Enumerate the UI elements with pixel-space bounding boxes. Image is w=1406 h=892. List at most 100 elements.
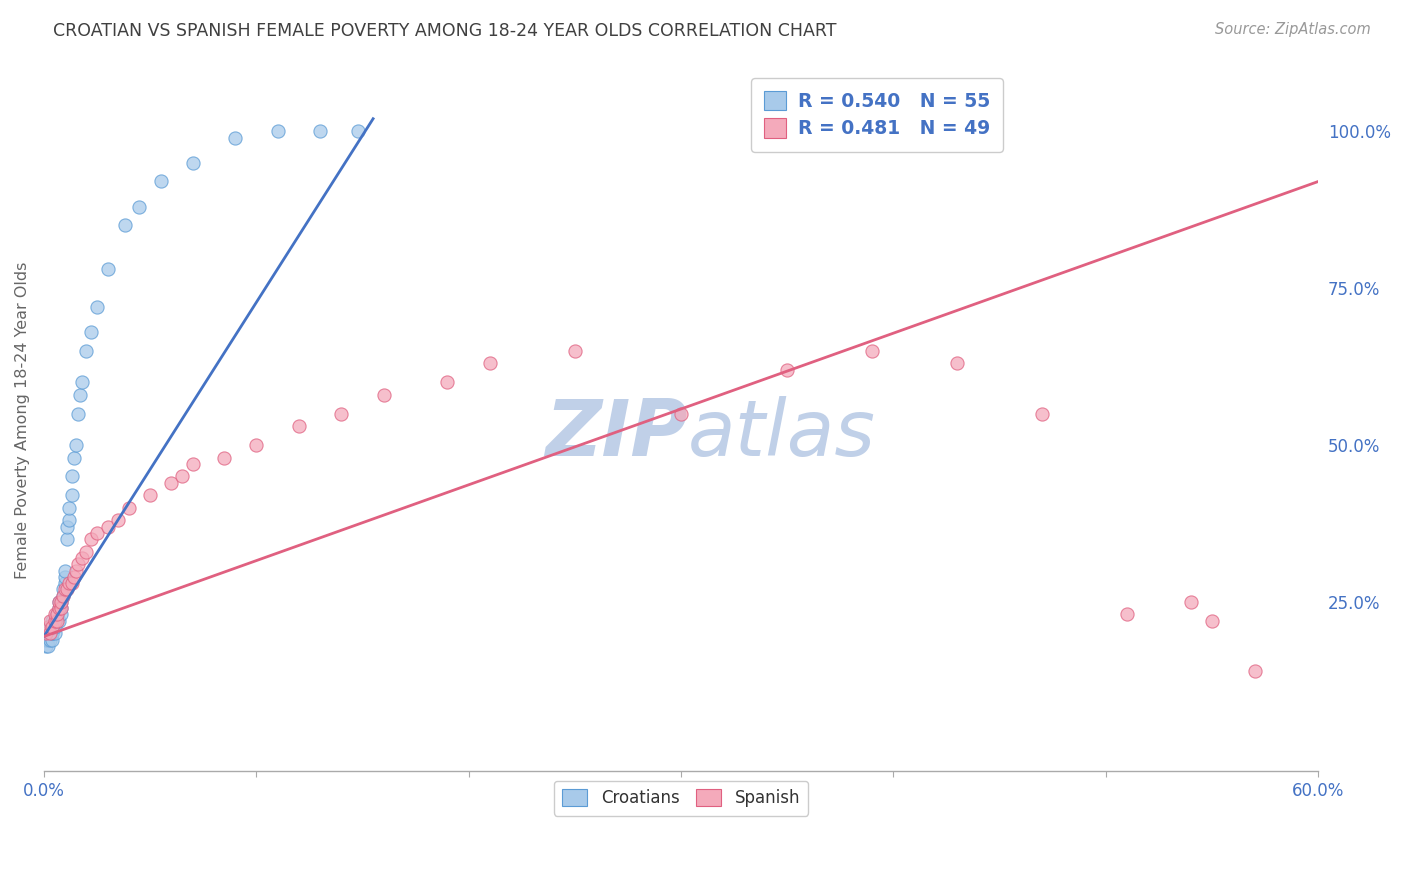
Point: [49, 595, 72, 609]
Point: [41, 614, 63, 628]
Point: [35, 626, 58, 640]
Point: [49, 601, 72, 615]
Point: [45, 614, 67, 628]
Point: [35, 632, 58, 647]
Point: [52, 589, 75, 603]
Point: [86, 525, 108, 540]
Point: [75, 545, 97, 559]
Point: [37, 620, 59, 634]
Point: [49, 595, 72, 609]
Point: [53, 576, 76, 591]
Point: [60, 488, 83, 502]
Point: [49, 607, 72, 622]
Point: [48, 601, 70, 615]
Point: [128, 200, 150, 214]
Point: [66, 407, 89, 421]
Point: [39, 626, 62, 640]
Point: [41, 626, 63, 640]
Point: [75, 343, 97, 358]
Text: atlas: atlas: [688, 396, 876, 472]
Point: [160, 475, 183, 490]
Point: [52, 582, 75, 597]
Point: [436, 376, 458, 390]
Point: [56, 532, 79, 546]
Point: [53, 582, 76, 597]
Point: [224, 130, 246, 145]
Point: [114, 219, 136, 233]
Point: [41, 626, 63, 640]
Point: [41, 620, 63, 634]
Point: [44, 607, 66, 622]
Point: [330, 407, 353, 421]
Point: [37, 639, 59, 653]
Point: [1031, 407, 1053, 421]
Point: [564, 343, 586, 358]
Point: [52, 589, 75, 603]
Point: [49, 601, 72, 615]
Point: [39, 620, 62, 634]
Point: [669, 407, 692, 421]
Point: [149, 174, 172, 188]
Point: [45, 607, 67, 622]
Point: [58, 500, 80, 515]
Point: [41, 620, 63, 634]
Point: [70, 376, 93, 390]
Point: [170, 469, 193, 483]
Point: [70, 551, 93, 566]
Point: [214, 450, 236, 465]
Point: [44, 614, 66, 628]
Point: [56, 519, 79, 533]
Point: [53, 564, 76, 578]
Point: [181, 155, 204, 169]
Point: [60, 576, 83, 591]
Point: [86, 300, 108, 314]
Point: [107, 513, 129, 527]
Point: [181, 457, 204, 471]
Point: [45, 607, 67, 622]
Point: [65, 438, 87, 452]
Point: [58, 513, 80, 527]
Point: [44, 626, 66, 640]
Point: [478, 356, 501, 370]
Text: ZIP: ZIP: [546, 396, 688, 472]
Point: [373, 388, 395, 402]
Point: [39, 614, 62, 628]
Text: CROATIAN VS SPANISH FEMALE POVERTY AMONG 18-24 YEAR OLDS CORRELATION CHART: CROATIAN VS SPANISH FEMALE POVERTY AMONG…: [53, 22, 837, 40]
Point: [139, 488, 162, 502]
Point: [44, 614, 66, 628]
Point: [58, 576, 80, 591]
Legend: Croatians, Spanish: Croatians, Spanish: [554, 780, 808, 816]
Point: [37, 632, 59, 647]
Point: [62, 570, 84, 584]
Point: [44, 614, 66, 628]
Point: [48, 595, 70, 609]
Point: [39, 632, 62, 647]
Point: [1201, 614, 1223, 628]
Point: [35, 639, 58, 653]
Point: [48, 601, 70, 615]
Point: [776, 363, 799, 377]
Point: [56, 582, 79, 597]
Text: Source: ZipAtlas.com: Source: ZipAtlas.com: [1215, 22, 1371, 37]
Point: [79, 532, 101, 546]
Point: [39, 626, 62, 640]
Point: [60, 469, 83, 483]
Point: [45, 607, 67, 622]
Point: [53, 570, 76, 584]
Point: [48, 595, 70, 609]
Point: [1243, 664, 1265, 678]
Point: [118, 500, 141, 515]
Point: [1116, 607, 1139, 622]
Point: [860, 343, 883, 358]
Point: [41, 632, 63, 647]
Point: [287, 419, 309, 434]
Point: [48, 614, 70, 628]
Point: [347, 124, 370, 138]
Point: [62, 450, 84, 465]
Point: [97, 519, 120, 533]
Point: [946, 356, 969, 370]
Point: [44, 620, 66, 634]
Point: [37, 626, 59, 640]
Point: [245, 438, 267, 452]
Point: [66, 558, 89, 572]
